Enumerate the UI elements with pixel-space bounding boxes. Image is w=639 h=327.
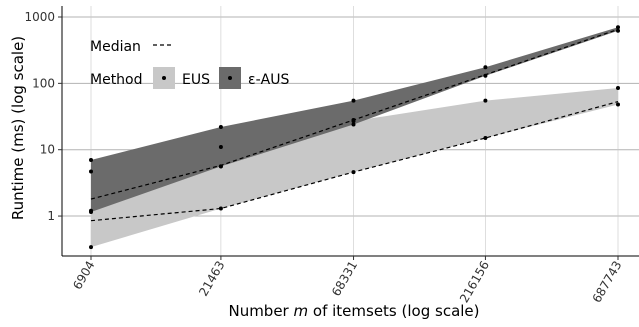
data-points xyxy=(89,25,620,250)
legend-keys xyxy=(153,67,241,89)
data-point-eus-3-0 xyxy=(483,136,488,140)
data-point-eps-aus-1-0 xyxy=(218,164,223,169)
y-tick-label-1: 1 xyxy=(47,209,55,223)
y-tick-label-100: 100 xyxy=(32,76,55,90)
data-point-eus-4-1 xyxy=(616,86,620,90)
data-point-eus-1-0 xyxy=(218,206,223,211)
data-point-eps-aus-1-1 xyxy=(218,145,223,149)
legend-item-eps-aus: ε-AUS xyxy=(248,72,289,88)
legend-dot-eus xyxy=(162,76,166,80)
data-point-eps-aus-4-1 xyxy=(616,25,620,30)
y-axis-title: Runtime (ms) (log scale) xyxy=(9,36,27,220)
data-point-eps-aus-4-0 xyxy=(616,28,620,33)
axes xyxy=(61,6,639,257)
data-point-eps-aus-1-2 xyxy=(218,125,223,129)
data-point-eus-3-1 xyxy=(483,98,488,103)
legend-method-title: Method xyxy=(90,72,143,88)
data-point-eps-aus-3-1 xyxy=(483,65,488,70)
data-point-eps-aus-2-2 xyxy=(351,98,356,103)
legend: Median Method EUS ε-AUS xyxy=(90,39,289,89)
x-axis-title: Number m of itemsets (log scale) xyxy=(228,302,479,320)
data-point-eps-aus-2-0 xyxy=(351,122,356,127)
y-tick-label-10: 10 xyxy=(40,143,55,157)
legend-item-eus: EUS xyxy=(182,72,210,88)
data-point-eps-aus-0-2 xyxy=(89,158,93,162)
data-point-eps-aus-0-1 xyxy=(89,169,93,174)
data-point-eus-0-0 xyxy=(89,245,93,250)
legend-median-title: Median xyxy=(90,39,141,55)
data-point-eps-aus-0-0 xyxy=(89,210,93,214)
range-area-eus xyxy=(91,88,618,248)
data-point-eps-aus-3-0 xyxy=(483,73,488,78)
data-point-eps-aus-2-1 xyxy=(351,118,356,122)
data-point-eus-2-0 xyxy=(351,170,356,175)
y-tick-label-1000: 1000 xyxy=(24,10,55,24)
legend-dot-eps-aus xyxy=(228,76,232,80)
data-point-eus-4-0 xyxy=(616,102,620,107)
